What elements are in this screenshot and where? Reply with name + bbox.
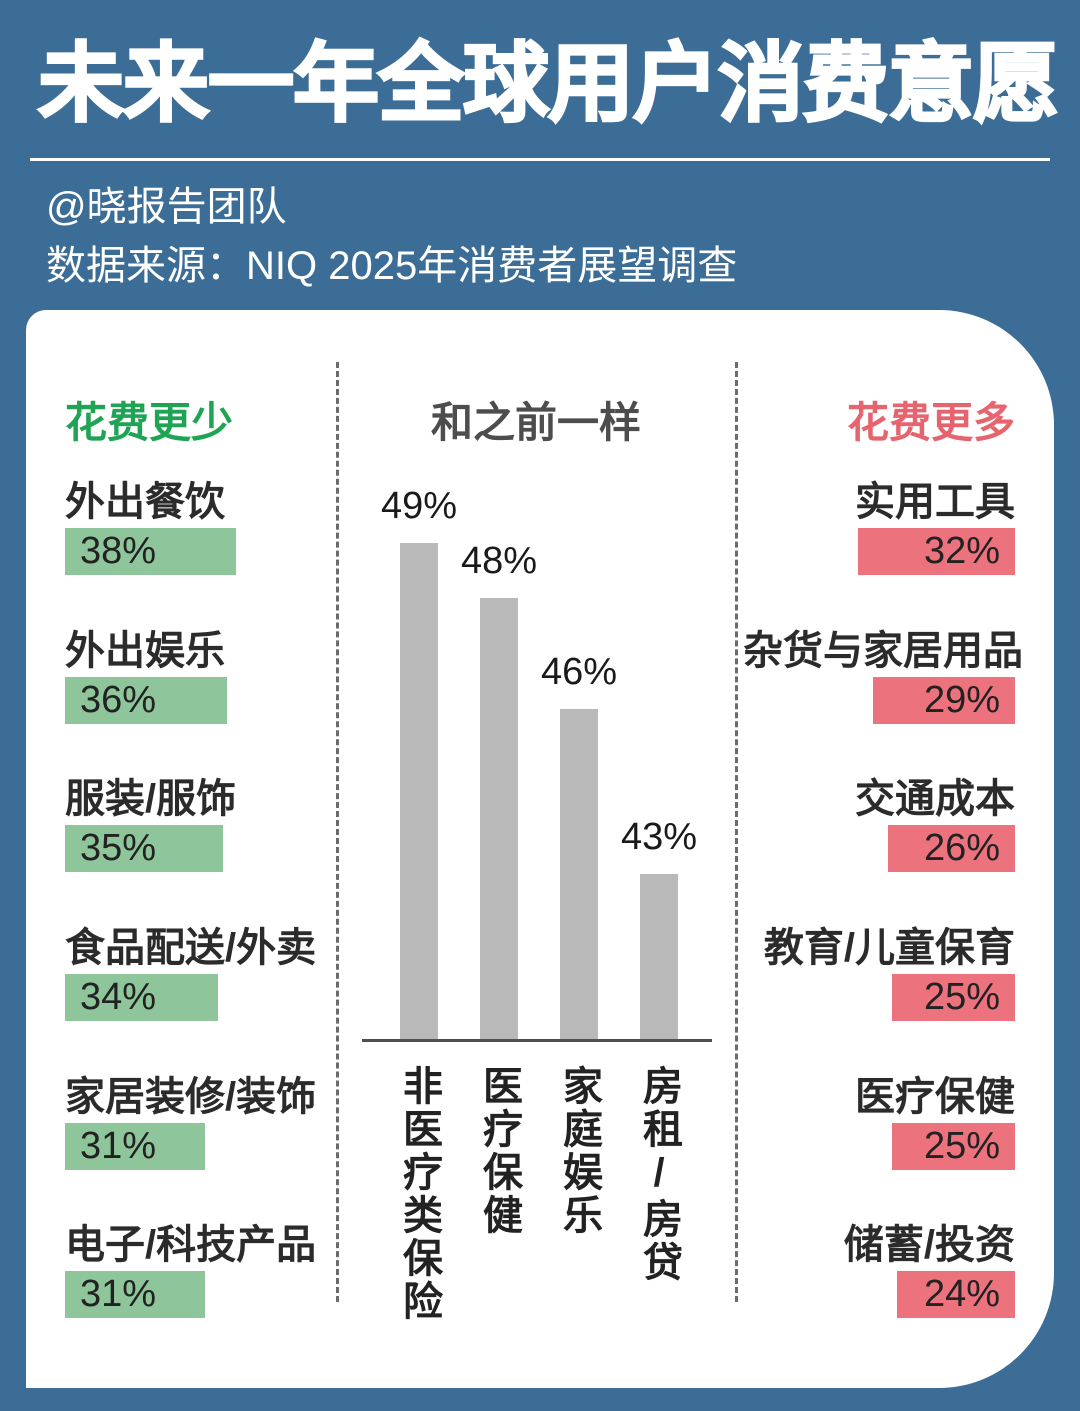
bar-value: 25% [923, 976, 1000, 1018]
content-card: 花费更少 和之前一样 花费更多 外出餐饮 38% 外出娱乐 36% 服装/服饰 … [26, 310, 1054, 1388]
data-source: 数据来源：NIQ 2025年消费者展望调查 [46, 244, 738, 288]
bar-value: 43% [620, 816, 698, 858]
red-bar: 25% [892, 974, 1015, 1021]
spend-more-item: 实用工具 32% [743, 480, 1015, 575]
spend-more-item: 交通成本 26% [743, 777, 1015, 872]
bar-value: 29% [923, 679, 1000, 721]
column-title-spend-less: 花费更少 [65, 399, 234, 446]
red-bar: 29% [873, 677, 1015, 724]
dashed-divider-left [336, 362, 339, 1302]
gray-bar [640, 874, 678, 1040]
bar-value: 31% [80, 1273, 157, 1315]
bar-value: 24% [923, 1273, 1000, 1315]
spend-more-item: 储蓄/投资 24% [743, 1223, 1015, 1318]
category-label-vertical: 家庭娱乐 [557, 1065, 601, 1237]
category-label: 食品配送/外卖 [65, 926, 317, 970]
category-label: 杂货与家居用品 [743, 629, 1023, 673]
category-label: 交通成本 [855, 777, 1015, 821]
green-bar: 36% [65, 677, 227, 724]
bar-value: 38% [80, 530, 157, 572]
column-title-same-as-before: 和之前一样 [430, 399, 641, 446]
bar-value: 31% [80, 1125, 157, 1167]
spend-more-item: 教育/儿童保育 25% [743, 926, 1015, 1021]
dashed-divider-right [735, 362, 738, 1302]
bar-value: 32% [923, 530, 1000, 572]
category-label-vertical: 房租/房贷 [637, 1065, 681, 1284]
spend-less-item: 外出娱乐 36% [65, 629, 337, 724]
bar-value: 48% [460, 540, 538, 582]
page-title: 未来一年全球用户消费意愿 [37, 35, 1061, 134]
green-bar: 35% [65, 825, 223, 872]
spend-less-item: 外出餐饮 38% [65, 480, 337, 575]
spend-more-item: 医疗保健 25% [743, 1075, 1015, 1170]
spend-more-item: 杂货与家居用品 29% [743, 629, 1023, 724]
bar-value: 34% [80, 976, 157, 1018]
green-bar: 38% [65, 528, 236, 575]
column-title-spend-more: 花费更多 [846, 399, 1015, 446]
category-label: 外出娱乐 [65, 629, 225, 673]
bar-value: 49% [380, 485, 458, 527]
red-bar: 25% [892, 1123, 1015, 1170]
spend-less-item: 服装/服饰 35% [65, 777, 337, 872]
red-bar: 24% [897, 1271, 1015, 1318]
green-bar: 31% [65, 1271, 205, 1318]
spend-less-item: 电子/科技产品 31% [65, 1223, 337, 1318]
gray-bar [480, 598, 518, 1040]
category-label: 储蓄/投资 [843, 1223, 1015, 1267]
x-axis-line [362, 1039, 712, 1042]
category-label: 电子/科技产品 [65, 1223, 317, 1267]
bar-value: 35% [80, 827, 157, 869]
spend-less-item: 食品配送/外卖 34% [65, 926, 337, 1021]
category-label-vertical: 医疗保健 [477, 1065, 521, 1237]
green-bar: 31% [65, 1123, 205, 1170]
gray-bar [400, 543, 438, 1040]
title-divider [30, 158, 1050, 161]
green-bar: 34% [65, 974, 218, 1021]
bar-value: 25% [923, 1125, 1000, 1167]
red-bar: 26% [888, 825, 1015, 872]
category-label: 实用工具 [855, 480, 1015, 524]
category-label: 家居装修/装饰 [65, 1075, 317, 1119]
category-label: 服装/服饰 [65, 777, 237, 821]
bar-value: 26% [923, 827, 1000, 869]
category-label-vertical: 非医疗类保险 [397, 1065, 441, 1323]
bar-value: 46% [540, 651, 618, 693]
spend-less-item: 家居装修/装饰 31% [65, 1075, 337, 1170]
category-label: 教育/儿童保育 [763, 926, 1015, 970]
bar-value: 36% [80, 679, 157, 721]
category-label: 医疗保健 [855, 1075, 1015, 1119]
byline: @晓报告团队 [46, 185, 287, 229]
red-bar: 32% [858, 528, 1015, 575]
gray-bar [560, 709, 598, 1040]
category-label: 外出餐饮 [65, 480, 225, 524]
